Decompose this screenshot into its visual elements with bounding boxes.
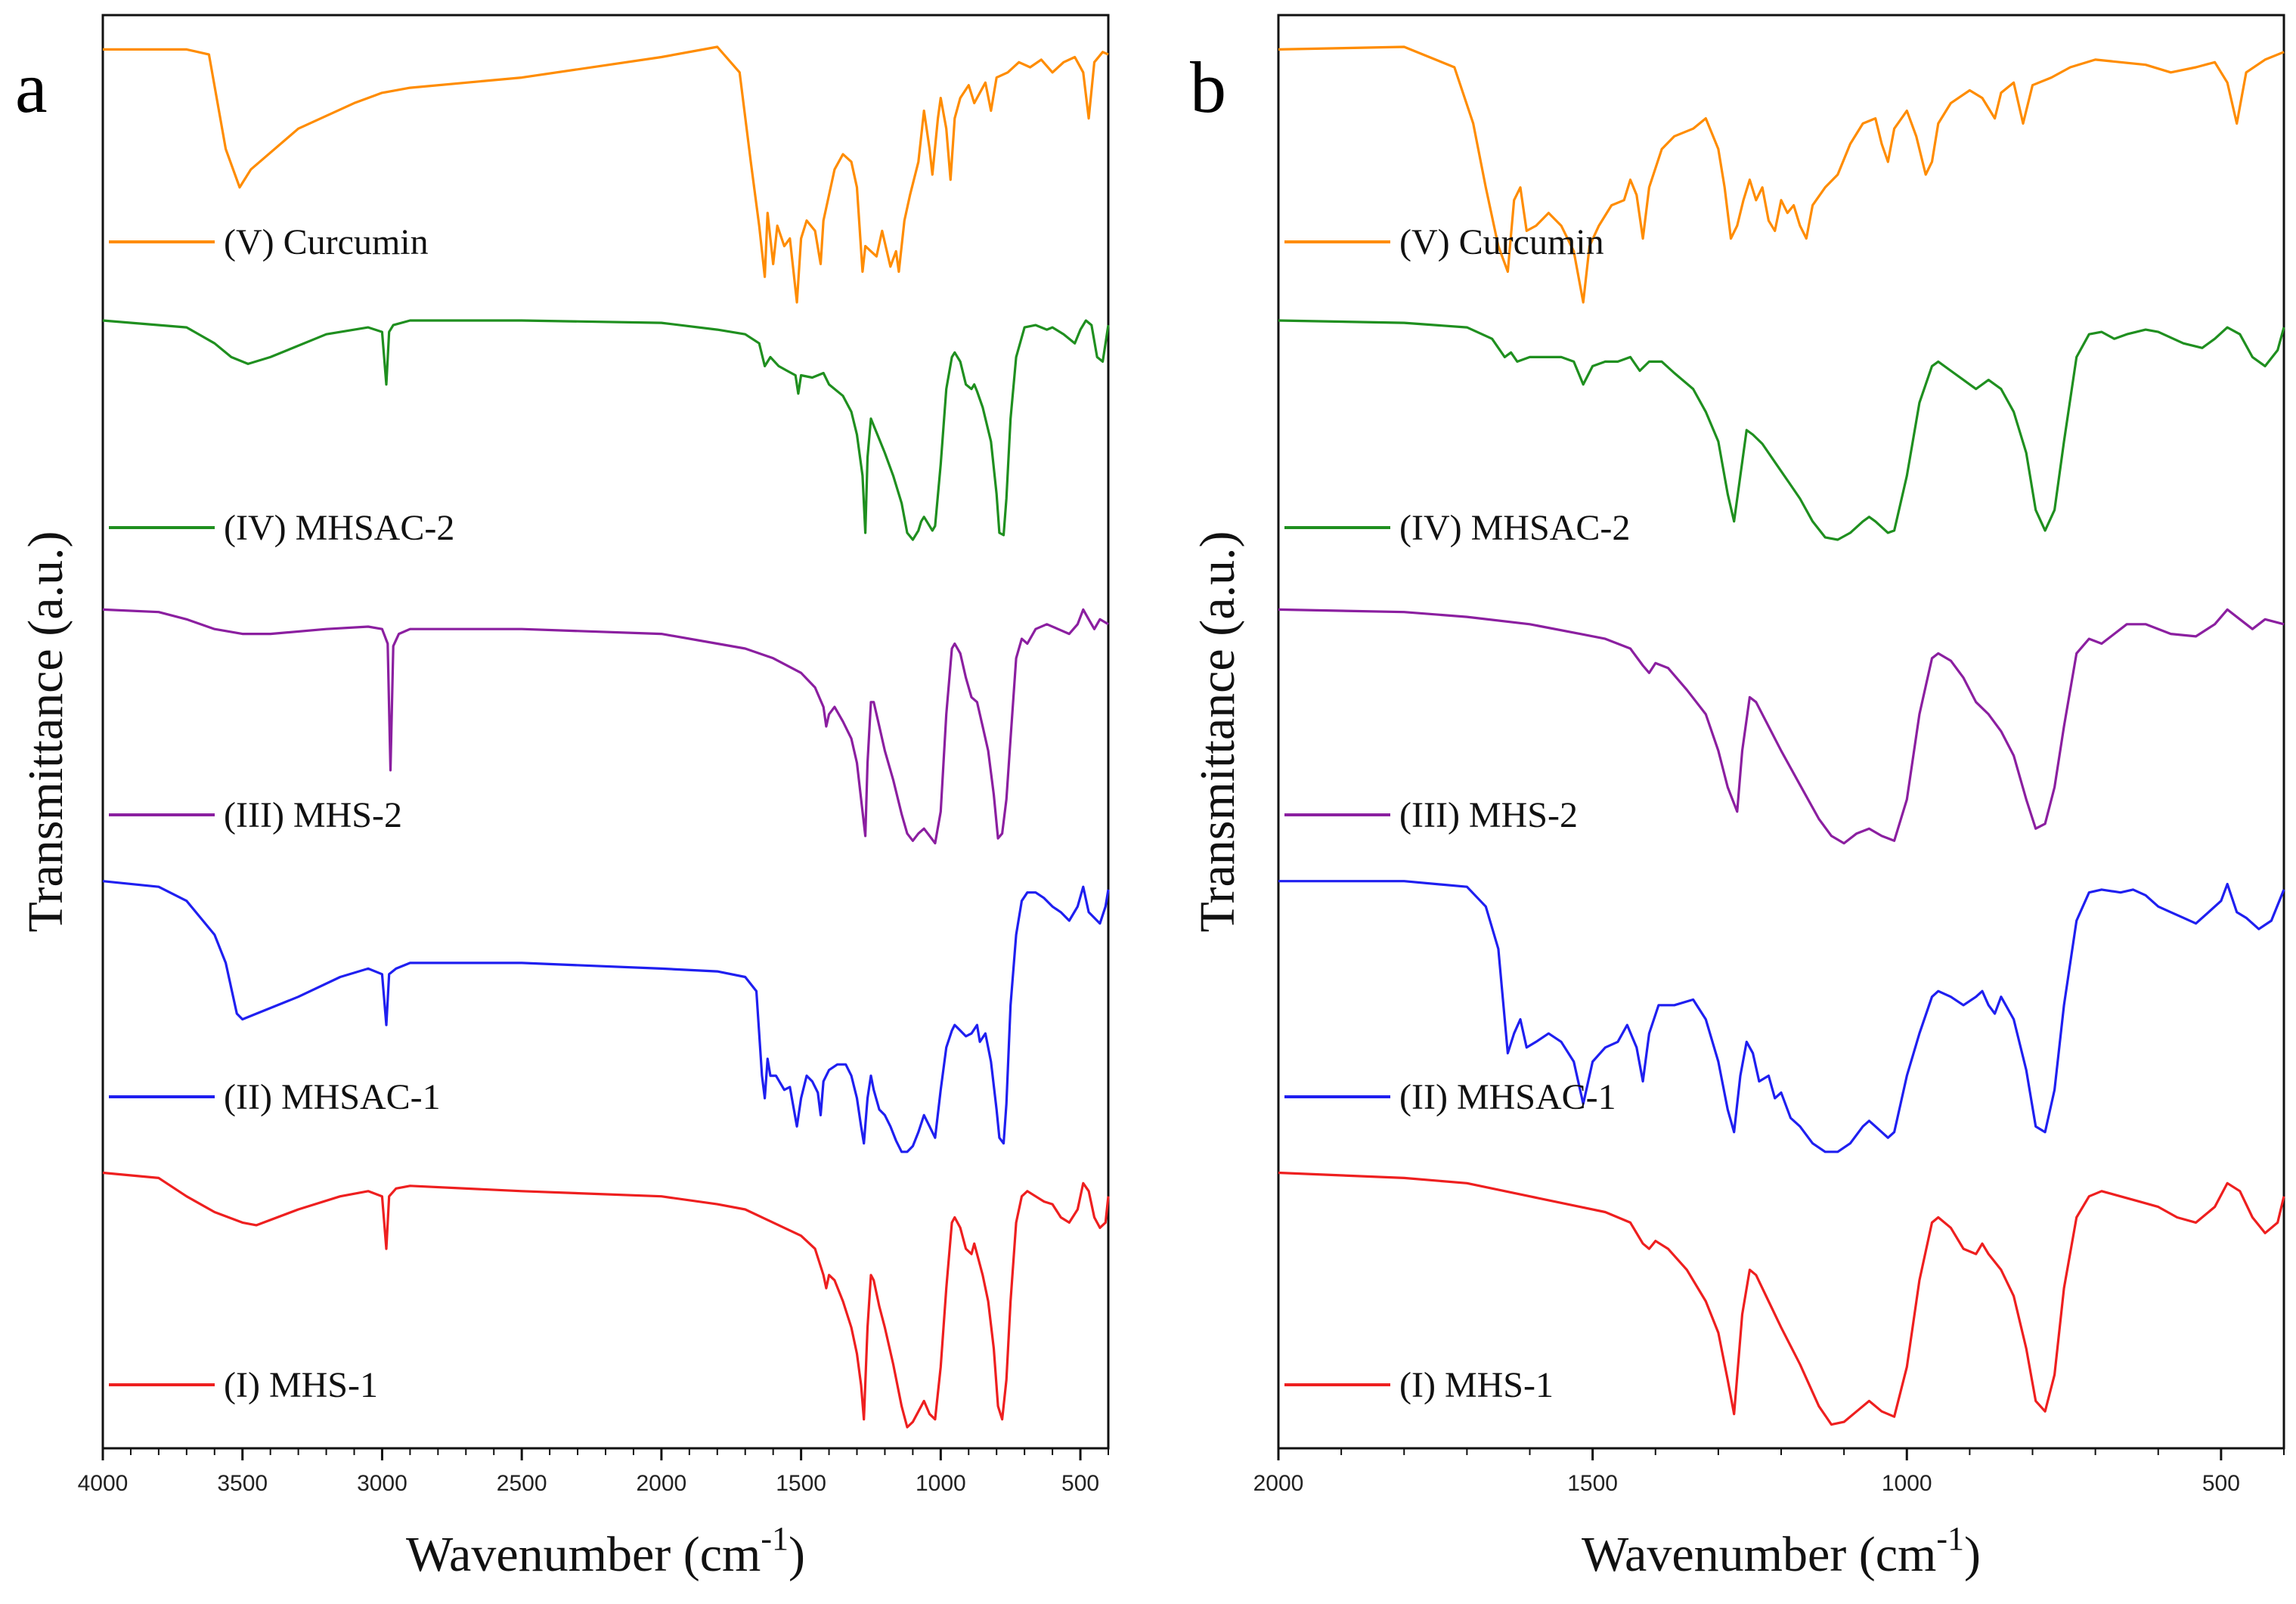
spectrum-line	[1278, 880, 2285, 1153]
spectrum-line	[102, 319, 1110, 541]
panel-a-x-axis-title-superscript: -1	[761, 1520, 789, 1557]
spectrum-line	[102, 608, 1109, 845]
x-tick-label: 4000	[78, 1471, 129, 1496]
legend-label: (IV) MHSAC-2	[1399, 508, 1630, 548]
panel-a-x-axis-title-close: )	[789, 1527, 805, 1582]
legend-label: (V) Curcumin	[1399, 222, 1604, 262]
panel-a-spectra	[102, 45, 1110, 1429]
legend-label: (I) MHS-1	[1399, 1365, 1554, 1405]
x-tick-label: 500	[1061, 1471, 1099, 1496]
x-tick-label: 1000	[916, 1471, 966, 1496]
x-tick-label: 2000	[1253, 1471, 1304, 1496]
x-tick-label: 1500	[776, 1471, 826, 1496]
spectrum-line	[102, 1171, 1110, 1429]
x-tick-label: 500	[2202, 1471, 2240, 1496]
panel-a-letter: a	[15, 47, 48, 128]
panel-b-x-axis-title-main: Wavenumber (cm	[1582, 1527, 1936, 1582]
x-tick-label: 2000	[637, 1471, 687, 1496]
panel-b-spectra	[1278, 45, 2285, 1426]
legend-label: (V) Curcumin	[224, 222, 429, 262]
panel-a-y-axis-title: Transmittance (a.u.)	[18, 531, 73, 933]
panel-a: a Transmittance (a.u.) Wavenumber (cm-1)…	[15, 14, 1110, 1582]
spectrum-line	[1278, 319, 2285, 541]
legend-label: (II) MHSAC-1	[1399, 1077, 1616, 1117]
panel-b: b Transmittance (a.u.) Wavenumber (cm-1)…	[1190, 14, 2285, 1582]
panel-b-x-axis-title-superscript: -1	[1936, 1520, 1964, 1557]
x-tick-label: 2500	[497, 1471, 547, 1496]
panel-b-x-ticks: 2000 1500 1000 500	[1253, 1448, 2285, 1496]
x-tick-label: 3500	[217, 1471, 268, 1496]
spectrum-line	[1278, 45, 2285, 304]
spectrum-line	[103, 45, 1109, 304]
panel-a-x-ticks: 4000 3500 3000 2500 2000 1500 1000 500	[78, 1448, 1109, 1496]
x-tick-label: 1000	[1882, 1471, 1932, 1496]
legend-label: (IV) MHSAC-2	[224, 508, 454, 548]
spectrum-line	[1278, 1171, 2285, 1426]
panel-b-x-axis-title-close: )	[1964, 1527, 1981, 1582]
panel-a-legend: (V) Curcumin (IV) MHSAC-2 (III) MHS-2 (II) …	[109, 222, 454, 1405]
x-tick-label: 1500	[1567, 1471, 1618, 1496]
panel-a-x-axis-title-main: Wavenumber (cm	[406, 1527, 761, 1582]
legend-label: (II) MHSAC-1	[224, 1077, 441, 1117]
x-tick-label: 3000	[357, 1471, 407, 1496]
panel-b-x-axis-title: Wavenumber (cm-1)	[1582, 1520, 1981, 1582]
spectrum-line	[1278, 608, 2285, 845]
panel-b-letter: b	[1190, 47, 1226, 128]
legend-label: (I) MHS-1	[224, 1365, 378, 1405]
panel-b-y-axis-title: Transmittance (a.u.)	[1190, 531, 1245, 933]
panel-b-legend: (V) Curcumin (IV) MHSAC-2 (III) MHS-2 (II) …	[1284, 222, 1630, 1405]
panel-a-x-axis-title: Wavenumber (cm-1)	[406, 1520, 805, 1582]
spectrum-line	[102, 880, 1110, 1153]
legend-label: (III) MHS-2	[1399, 795, 1578, 835]
legend-label: (III) MHS-2	[224, 795, 402, 835]
